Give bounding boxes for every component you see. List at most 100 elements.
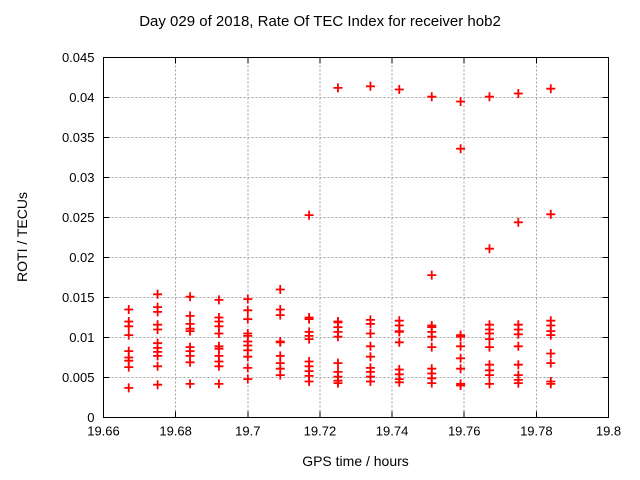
x-tick-label: 19.78 xyxy=(520,424,553,439)
data-point xyxy=(484,92,494,102)
data-point xyxy=(275,310,285,320)
data-point xyxy=(456,144,466,154)
y-axis-title: ROTI / TECUs xyxy=(14,192,30,282)
data-point xyxy=(484,379,494,389)
y-tick-label: 0.005 xyxy=(62,370,95,385)
data-point xyxy=(513,89,523,98)
x-axis-title: GPS time / hours xyxy=(302,453,409,469)
data-point xyxy=(243,352,253,362)
chart-title: Day 029 of 2018, Rate Of TEC Index for r… xyxy=(139,13,501,30)
plot-border xyxy=(103,57,609,418)
data-point xyxy=(214,361,224,371)
data-point xyxy=(275,370,285,380)
data-point xyxy=(153,307,163,317)
data-point xyxy=(365,329,375,338)
y-tick-label: 0 xyxy=(87,410,94,425)
data-point xyxy=(124,362,134,372)
data-point xyxy=(427,270,437,280)
data-point xyxy=(185,379,195,389)
data-point xyxy=(484,244,494,254)
data-point xyxy=(456,97,466,106)
data-point xyxy=(394,85,404,94)
data-point xyxy=(185,311,195,321)
data-point xyxy=(333,332,343,342)
x-tick-label: 19.8 xyxy=(596,424,621,439)
data-point xyxy=(243,314,253,324)
y-tick-label: 0.015 xyxy=(62,290,95,305)
data-point xyxy=(214,329,224,338)
x-tick-label: 19.68 xyxy=(159,424,192,439)
data-point xyxy=(243,294,253,304)
data-point xyxy=(243,374,253,384)
data-point xyxy=(546,349,556,358)
data-point xyxy=(365,377,375,386)
data-point xyxy=(546,379,556,389)
data-point xyxy=(304,334,314,344)
data-point xyxy=(427,378,437,388)
data-point xyxy=(456,381,466,390)
data-point xyxy=(124,330,134,340)
data-point xyxy=(394,377,404,387)
y-tick-label: 0.045 xyxy=(62,50,95,65)
data-point xyxy=(275,337,285,347)
data-point xyxy=(153,380,163,390)
data-point xyxy=(214,295,224,305)
data-point xyxy=(456,353,466,363)
data-point xyxy=(304,210,314,220)
data-point xyxy=(513,378,523,388)
data-point xyxy=(365,352,375,362)
data-point xyxy=(153,289,163,299)
data-point xyxy=(484,370,494,380)
data-point xyxy=(333,83,343,93)
y-tick-label: 0.02 xyxy=(69,250,94,265)
data-point xyxy=(456,341,466,351)
data-point xyxy=(546,330,556,340)
data-point xyxy=(214,379,224,389)
data-point xyxy=(124,321,134,331)
data-point xyxy=(427,332,437,342)
data-point xyxy=(185,326,195,336)
y-tick-label: 0.035 xyxy=(62,130,95,145)
data-point xyxy=(513,217,523,227)
data-point xyxy=(333,358,343,368)
data-point xyxy=(304,314,314,324)
x-tick-label: 19.72 xyxy=(304,424,337,439)
data-point xyxy=(153,361,163,371)
data-point xyxy=(365,81,375,91)
data-point xyxy=(427,92,437,102)
data-point xyxy=(365,341,375,351)
data-point xyxy=(546,358,556,368)
data-point xyxy=(513,341,523,351)
data-point xyxy=(124,305,134,314)
data-point xyxy=(243,305,253,315)
data-point xyxy=(394,327,404,337)
data-point xyxy=(185,292,195,302)
y-tick-label: 0.025 xyxy=(62,210,95,225)
data-point xyxy=(546,84,556,94)
data-point xyxy=(365,319,375,329)
data-point xyxy=(513,360,523,370)
x-tick-label: 19.7 xyxy=(235,424,260,439)
data-point xyxy=(484,342,494,352)
data-point xyxy=(427,342,437,352)
data-point xyxy=(484,334,494,344)
data-point xyxy=(185,357,195,367)
x-tick-label: 19.76 xyxy=(448,424,481,439)
data-point xyxy=(275,285,285,294)
data-point xyxy=(153,351,163,361)
data-point xyxy=(456,364,466,374)
data-point xyxy=(153,325,163,334)
data-point xyxy=(304,377,314,386)
y-tick-label: 0.03 xyxy=(69,170,94,185)
data-point xyxy=(394,337,404,347)
data-point xyxy=(456,332,466,342)
data-point xyxy=(546,209,556,219)
y-tick-label: 0.01 xyxy=(69,330,94,345)
x-tick-label: 19.74 xyxy=(376,424,409,439)
y-tick-label: 0.04 xyxy=(69,90,94,105)
data-point xyxy=(513,329,523,339)
data-point xyxy=(243,363,253,373)
x-tick-label: 19.66 xyxy=(87,424,120,439)
